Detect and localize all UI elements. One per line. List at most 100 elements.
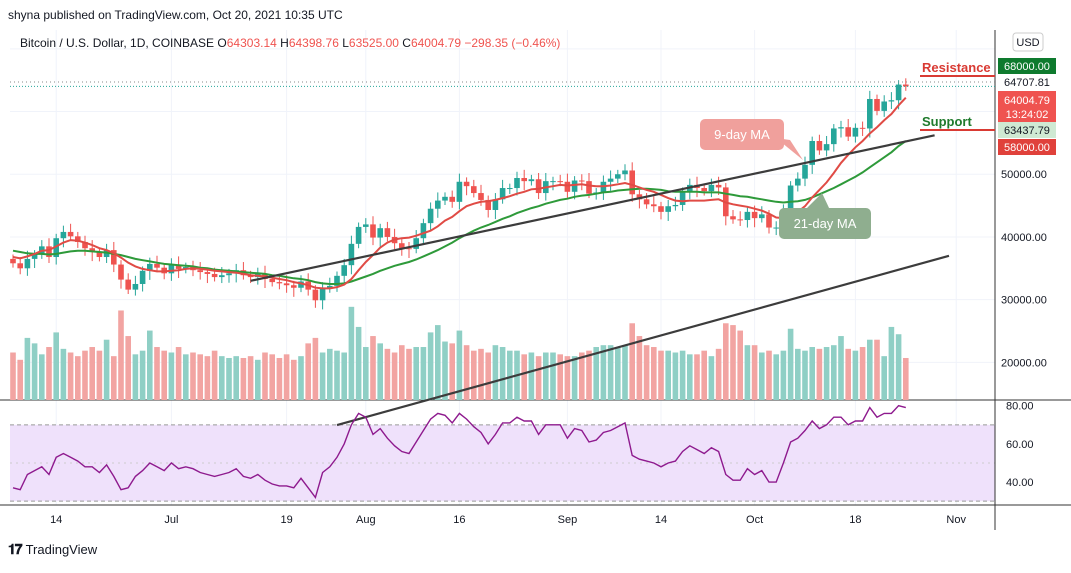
- volume-bar: [183, 354, 189, 400]
- candle-body: [651, 204, 657, 207]
- ma21-callout-pointer: [805, 193, 830, 210]
- candle: [521, 169, 527, 191]
- candle: [658, 201, 664, 220]
- candle-body: [701, 188, 707, 192]
- candle-body: [636, 194, 643, 200]
- countdown-label: 13:24:02: [1006, 109, 1049, 121]
- volume-bar: [211, 350, 218, 400]
- candle: [442, 192, 448, 205]
- brand-label: TradingView: [25, 542, 98, 557]
- volume-bar: [442, 341, 448, 400]
- currency-button[interactable]: USD: [1016, 37, 1039, 49]
- volume-bar: [687, 354, 693, 400]
- candle: [139, 266, 146, 292]
- volume-bar: [327, 348, 333, 400]
- volume-bar: [413, 347, 419, 400]
- volume-bar: [629, 323, 635, 400]
- last-price-bg: [998, 91, 1056, 122]
- candle-body: [283, 283, 290, 286]
- volume-bar: [823, 347, 830, 400]
- volume-bar: [377, 343, 383, 400]
- volume-bar: [557, 354, 563, 400]
- volume-bar: [845, 348, 851, 400]
- volume-bar: [283, 354, 290, 400]
- volume-bar: [701, 350, 707, 400]
- volume-bar: [132, 354, 139, 400]
- time-tick-label: 18: [849, 514, 861, 526]
- candle-body: [672, 204, 679, 207]
- volume-bar: [838, 336, 844, 400]
- candle: [197, 262, 203, 280]
- candle: [651, 196, 657, 213]
- candle-body: [665, 206, 671, 212]
- volume-bar: [67, 352, 74, 400]
- time-tick-label: Jul: [164, 514, 178, 526]
- candle: [514, 171, 520, 196]
- candle: [809, 136, 815, 174]
- candle-body: [492, 199, 499, 210]
- volume-bar: [456, 330, 463, 400]
- candle-body: [456, 181, 463, 202]
- candle: [773, 221, 779, 236]
- candle-body: [802, 164, 808, 179]
- candle: [384, 221, 391, 242]
- volume-bar: [363, 347, 369, 400]
- candle-body: [449, 196, 455, 202]
- candle-body: [643, 199, 650, 205]
- volume-bar: [46, 347, 52, 400]
- volume-bar: [564, 356, 571, 400]
- legend-part: L: [342, 36, 349, 50]
- candle-body: [17, 263, 23, 269]
- candle: [118, 260, 124, 289]
- candle-body: [831, 128, 837, 145]
- volume-bar: [665, 350, 671, 400]
- candle-body: [679, 191, 686, 205]
- support-price-label: 58000.00: [1004, 142, 1050, 154]
- volume-bar: [17, 359, 23, 400]
- volume-bar: [809, 347, 815, 400]
- candle: [355, 222, 362, 249]
- candle-body: [10, 258, 16, 264]
- rsi-line: [12, 404, 906, 499]
- candle-body: [319, 288, 326, 301]
- volume-bar: [406, 348, 412, 400]
- candle: [571, 176, 578, 200]
- volume-bar: [60, 348, 67, 400]
- candle-body: [903, 84, 909, 87]
- candle-body: [715, 184, 722, 188]
- candle: [413, 230, 419, 254]
- candle-body: [154, 263, 160, 268]
- candle: [903, 78, 909, 91]
- candle-body: [276, 282, 283, 284]
- volume-bar: [535, 356, 542, 400]
- volume-bar: [571, 356, 578, 400]
- volume-bar: [831, 345, 837, 400]
- volume-bar: [161, 350, 167, 400]
- volume-bar: [449, 343, 455, 400]
- candle: [492, 193, 499, 220]
- candle-body: [586, 181, 592, 194]
- footer-brand[interactable]: 𝟏𝟕 TradingView: [8, 541, 97, 558]
- candle-body: [485, 199, 491, 210]
- candle: [852, 123, 859, 143]
- candle: [874, 94, 880, 116]
- candle-body: [867, 98, 873, 129]
- price-tick-label: 40000.00: [1001, 232, 1047, 244]
- volume-bar: [118, 310, 124, 400]
- rsi-tick-label: 80.00: [1006, 401, 1034, 413]
- candle: [859, 121, 866, 136]
- time-tick-label: 19: [280, 514, 292, 526]
- volume-bar: [658, 350, 664, 400]
- candle-body: [622, 170, 628, 175]
- candle-body: [838, 127, 844, 129]
- candle-body: [384, 228, 391, 237]
- candle-body: [708, 184, 715, 192]
- low-price-label-bg: [998, 122, 1056, 138]
- candle-body: [226, 273, 232, 276]
- candle: [24, 250, 31, 276]
- volume-bar: [24, 337, 31, 400]
- candle-body: [823, 144, 830, 151]
- candle-body: [24, 258, 31, 269]
- candle: [67, 223, 74, 241]
- volume-bar: [226, 357, 232, 400]
